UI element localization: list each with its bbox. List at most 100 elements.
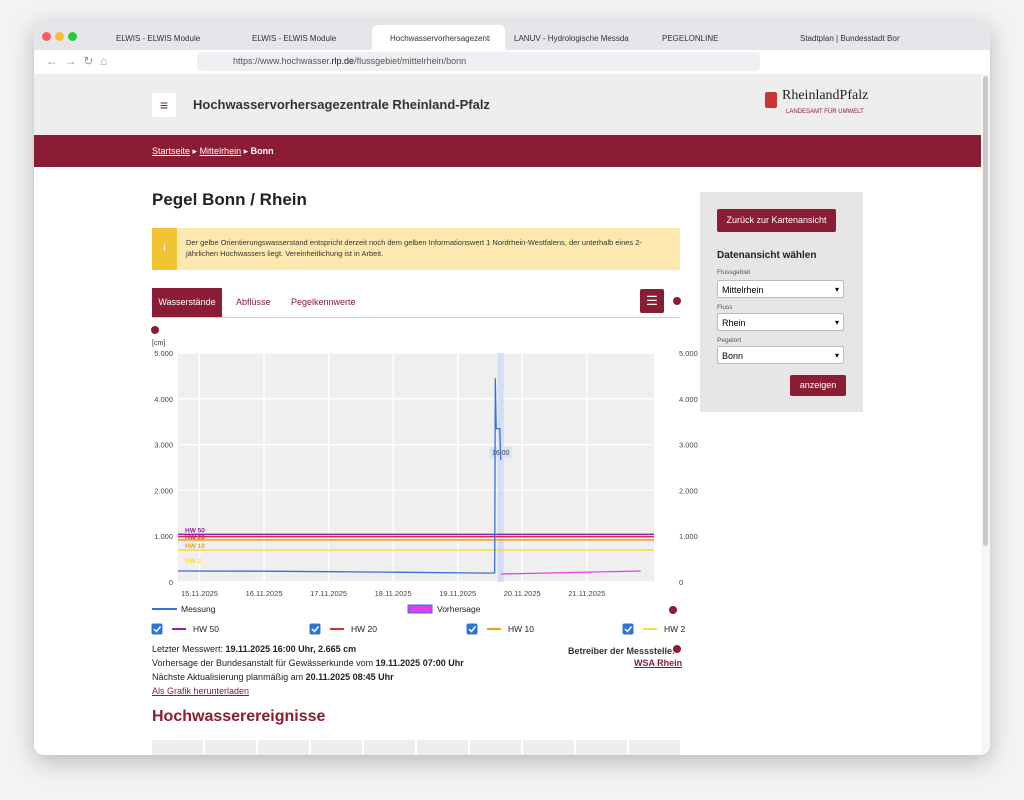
legend-swatch (407, 604, 433, 614)
legend-label: HW 2 (664, 624, 686, 634)
breadcrumb-bar: Startseite ▸ Mittelrhein ▸ Bonn (34, 135, 981, 167)
threshold-label: HW 10 (185, 543, 205, 550)
url-path: /flussgebiet/mittelrhein/bonn (354, 56, 467, 66)
field-label: Pegelort (717, 337, 742, 344)
help-icon (151, 326, 159, 334)
tab[interactable]: Abflüsse (236, 297, 271, 307)
site-header: ≡ Hochwasservorhersagezentrale Rheinland… (34, 74, 981, 135)
legend-label: Messung (181, 604, 216, 614)
url-prefix: https://www.hochwasser. (233, 56, 332, 66)
status-forecast: Vorhersage der Bundesanstalt für Gewässe… (152, 658, 464, 668)
tab-bar: ELWIS - ELWIS Module ELWIS - ELWIS Modul… (34, 22, 990, 50)
url-field[interactable]: https://www.hochwasser.rlp.de/flussgebie… (197, 52, 760, 71)
section-title: Hochwasserereignisse (152, 708, 326, 725)
menu-button[interactable]: ≡ (152, 93, 176, 117)
logo-sub: LANDESAMT FÜR UMWELT (786, 109, 864, 115)
tab-rule (152, 317, 680, 318)
browser-window: ELWIS - ELWIS Module ELWIS - ELWIS Modul… (34, 22, 990, 755)
tab[interactable]: Hochwasservorhersagezentrale (390, 34, 490, 43)
checkmark (468, 626, 477, 633)
tab-active[interactable]: Wasserstände (152, 288, 222, 317)
help-icon (669, 606, 677, 614)
download-link[interactable]: Als Grafik herunterladen (152, 686, 250, 696)
checkbox[interactable] (622, 623, 634, 635)
operator-label: Betreiber der Messstelle: (568, 646, 676, 656)
page-title: Pegel Bonn / Rhein (152, 190, 307, 209)
y2-tick-label: 2.000 (679, 486, 698, 495)
plot-area (178, 353, 654, 582)
checkmark (624, 626, 633, 633)
x-tick-label: 20.11.2025 (504, 589, 541, 598)
highlight-band (497, 353, 504, 582)
select[interactable]: Bonn (717, 346, 844, 365)
value: 20.11.2025 08:45 Uhr (305, 672, 394, 682)
x-tick-label: 16.11.2025 (246, 589, 283, 598)
y2-tick-label: 1.000 (679, 532, 698, 541)
breadcrumb[interactable]: Mittelrhein (199, 146, 242, 156)
x-tick-label: 21.11.2025 (568, 589, 605, 598)
toolbar: ← → ↻ ⌂ https://www.hochwasser.rlp.de/fl… (34, 50, 990, 75)
legend-label: Vorhersage (437, 604, 481, 614)
x-tick-label: 19.11.2025 (439, 589, 476, 598)
y-tick-label: 5.000 (154, 349, 173, 358)
max-dot[interactable] (68, 32, 77, 41)
select[interactable]: Rhein (717, 313, 844, 332)
nav-icons[interactable]: ← → ↻ ⌂ (46, 54, 108, 68)
min-dot[interactable] (55, 32, 64, 41)
status-last: Letzter Messwert: 19.11.2025 16:00 Uhr, … (152, 644, 356, 654)
series-line (500, 570, 641, 575)
tab[interactable]: LANUV - Hydrologische Messdaten (514, 34, 629, 43)
checkbox[interactable] (466, 623, 478, 635)
logo-crest (765, 92, 777, 108)
legend-label: HW 10 (508, 624, 534, 634)
table-head (152, 740, 680, 755)
logo-name: RheinlandPfalz (782, 88, 869, 103)
checkbox[interactable] (309, 623, 321, 635)
sidebar-heading: Datenansicht wählen (717, 250, 817, 261)
y2-tick-label: 0 (679, 578, 683, 587)
value: 19.11.2025 07:00 Uhr (375, 658, 464, 668)
back-button[interactable]: Zurück zur Kartenansicht (717, 209, 836, 232)
x-tick-label: 18.11.2025 (375, 589, 412, 598)
label: Letzter Messwert: (152, 644, 224, 654)
field-label: Fluss (717, 304, 733, 311)
scroll-thumb[interactable] (983, 76, 988, 546)
checkmark (311, 626, 320, 633)
y-tick-label: 0 (169, 578, 173, 587)
notice-icon: i (152, 228, 177, 270)
select[interactable]: Mittelrhein (717, 280, 844, 299)
scrollbar[interactable] (981, 74, 990, 755)
tab[interactable]: PEGELONLINE (662, 34, 719, 43)
breadcrumb[interactable]: Startseite (152, 146, 191, 156)
label: Nächste Aktualisierung planmäßig am (152, 672, 304, 682)
legend-label: HW 50 (193, 624, 219, 634)
tab[interactable]: Pegelkennwerte (291, 297, 356, 307)
threshold-label: HW 20 (185, 535, 205, 542)
url-domain: rlp.de (331, 56, 355, 66)
y-tick-label: 2.000 (154, 486, 173, 495)
field-label: Flussgebiet (717, 269, 751, 276)
tab[interactable]: Stadtplan | Bundesstadt Bonn (800, 34, 900, 43)
list-button[interactable]: ☰ (640, 289, 664, 313)
notice: i Der gelbe Orientierungswasserstand ent… (152, 228, 680, 270)
y-axis-label: [cm] (152, 340, 165, 347)
site-title: Hochwasservorhersagezentrale Rheinland-P… (193, 97, 490, 112)
close-dot[interactable] (42, 32, 51, 41)
active-tab-bg (372, 25, 505, 50)
y2-tick-label: 3.000 (679, 441, 698, 450)
label: Vorhersage der Bundesanstalt für Gewässe… (152, 658, 374, 668)
y-tick-label: 1.000 (154, 532, 173, 541)
tab[interactable]: ELWIS - ELWIS Module (252, 34, 337, 43)
operator-link[interactable]: WSA Rhein (634, 658, 683, 668)
y2-tick-label: 4.000 (679, 395, 698, 404)
legend-label: HW 20 (351, 624, 377, 634)
threshold-label: HW 2 (185, 558, 202, 565)
y-tick-label: 4.000 (154, 395, 173, 404)
tab[interactable]: ELWIS - ELWIS Module (116, 34, 201, 43)
checkbox[interactable] (151, 623, 163, 635)
x-tick-label: 17.11.2025 (310, 589, 347, 598)
y2-tick-label: 5.000 (679, 349, 698, 358)
submit-button[interactable]: anzeigen (790, 375, 846, 396)
breadcrumb: Bonn (250, 146, 274, 156)
